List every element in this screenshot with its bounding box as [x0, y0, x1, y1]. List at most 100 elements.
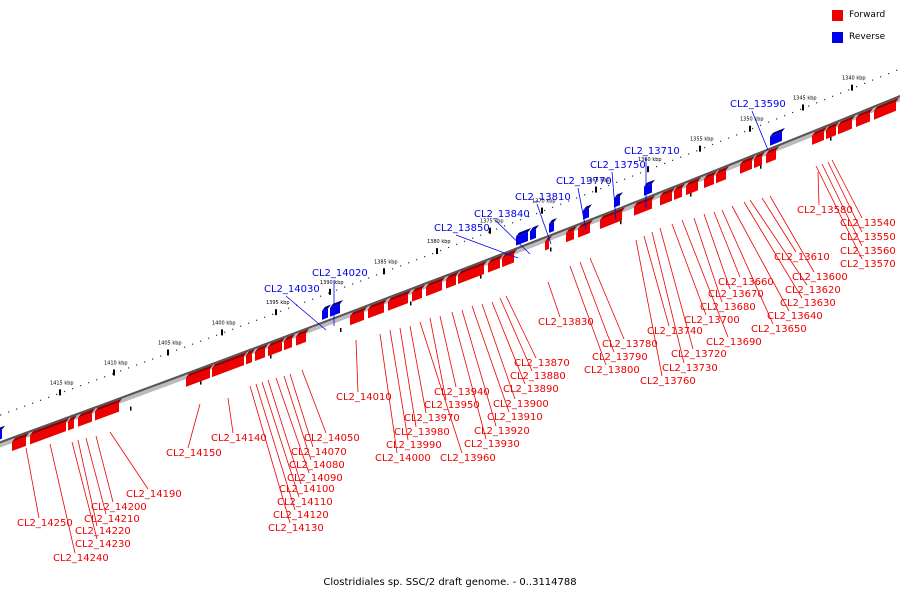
forward-gene-label[interactable]: CL2_13960 [440, 453, 496, 464]
forward-gene-label[interactable]: CL2_13720 [671, 349, 727, 360]
forward-gene-block[interactable] [856, 112, 870, 128]
forward-gene-label[interactable]: CL2_13910 [487, 412, 543, 423]
reverse-gene-block[interactable] [330, 304, 340, 317]
forward-gene-label[interactable]: CL2_14120 [273, 510, 329, 521]
forward-gene-label[interactable]: CL2_13920 [474, 426, 530, 437]
forward-gene-label[interactable]: CL2_14100 [279, 484, 335, 495]
forward-gene-block[interactable] [412, 288, 422, 302]
forward-gene-block[interactable] [634, 199, 652, 216]
forward-gene-label[interactable]: CL2_14220 [75, 526, 131, 537]
forward-gene-block[interactable] [284, 338, 292, 351]
forward-gene-label[interactable]: CL2_13620 [785, 285, 841, 296]
forward-gene-block[interactable] [704, 175, 714, 189]
forward-gene-label[interactable]: CL2_13600 [792, 272, 848, 283]
reverse-gene-label[interactable]: CL2_14020 [312, 268, 368, 279]
forward-gene-label[interactable]: CL2_13630 [780, 298, 836, 309]
forward-gene-block[interactable] [246, 353, 252, 365]
reverse-gene-block[interactable] [770, 131, 782, 146]
forward-gene-label[interactable]: CL2_13880 [510, 371, 566, 382]
forward-gene-label[interactable]: CL2_13930 [464, 439, 520, 450]
forward-gene-block[interactable] [874, 101, 896, 120]
reverse-gene-block[interactable] [322, 308, 328, 320]
forward-gene-block[interactable] [660, 191, 672, 206]
reverse-gene-block[interactable] [0, 429, 2, 442]
forward-gene-label[interactable]: CL2_13670 [708, 289, 764, 300]
forward-gene-block[interactable] [388, 294, 408, 311]
forward-gene-label[interactable]: CL2_13640 [767, 311, 823, 322]
forward-gene-block[interactable] [838, 119, 852, 135]
forward-gene-block[interactable] [716, 170, 726, 184]
forward-gene-block[interactable] [502, 253, 514, 268]
reverse-gene-block[interactable] [530, 228, 536, 241]
forward-gene-block[interactable] [686, 181, 698, 196]
forward-gene-label[interactable]: CL2_13660 [718, 277, 774, 288]
forward-gene-block[interactable] [545, 239, 549, 251]
forward-gene-block[interactable] [30, 422, 66, 445]
forward-gene-label[interactable]: CL2_13790 [592, 352, 648, 363]
forward-gene-label[interactable]: CL2_14130 [268, 523, 324, 534]
forward-gene-label[interactable]: CL2_14110 [277, 497, 333, 508]
forward-gene-block[interactable] [578, 223, 590, 238]
forward-gene-label[interactable]: CL2_13580 [797, 205, 853, 216]
forward-gene-block[interactable] [674, 187, 682, 200]
legend-item-reverse[interactable]: Reverse [832, 30, 892, 44]
forward-gene-block[interactable] [12, 436, 26, 451]
reverse-gene-block[interactable] [549, 221, 554, 233]
reverse-gene-label[interactable]: CL2_13850 [434, 223, 490, 234]
forward-gene-label[interactable]: CL2_14230 [75, 539, 131, 550]
forward-gene-label[interactable]: CL2_14240 [53, 553, 109, 564]
reverse-gene-block[interactable] [614, 196, 620, 208]
reverse-gene-label[interactable]: CL2_13750 [590, 160, 646, 171]
forward-gene-block[interactable] [368, 303, 384, 319]
forward-gene-label[interactable]: CL2_13700 [684, 315, 740, 326]
forward-gene-label[interactable]: CL2_14150 [166, 448, 222, 459]
forward-gene-block[interactable] [186, 368, 210, 387]
forward-gene-label[interactable]: CL2_13890 [503, 384, 559, 395]
forward-gene-block[interactable] [446, 275, 456, 289]
forward-gene-block[interactable] [95, 402, 119, 421]
forward-gene-label[interactable]: CL2_14140 [211, 433, 267, 444]
forward-gene-label[interactable]: CL2_13690 [706, 337, 762, 348]
forward-gene-label[interactable]: CL2_14250 [17, 518, 73, 529]
forward-gene-block[interactable] [458, 265, 484, 285]
forward-gene-label[interactable]: CL2_13610 [774, 252, 830, 263]
forward-gene-block[interactable] [68, 419, 74, 431]
forward-gene-label[interactable]: CL2_13760 [640, 376, 696, 387]
reverse-gene-label[interactable]: CL2_14030 [264, 284, 320, 295]
forward-gene-label[interactable]: CL2_14090 [287, 473, 343, 484]
forward-gene-block[interactable] [212, 356, 244, 378]
forward-gene-block[interactable] [268, 341, 282, 357]
forward-gene-label[interactable]: CL2_14190 [126, 489, 182, 500]
forward-gene-label[interactable]: CL2_13870 [514, 358, 570, 369]
forward-gene-label[interactable]: CL2_13940 [434, 387, 490, 398]
forward-gene-label[interactable]: CL2_14010 [336, 392, 392, 403]
forward-gene-label[interactable]: CL2_13990 [386, 440, 442, 451]
forward-gene-label[interactable]: CL2_13980 [394, 427, 450, 438]
forward-gene-block[interactable] [766, 150, 776, 164]
forward-gene-label[interactable]: CL2_13970 [404, 413, 460, 424]
forward-gene-label[interactable]: CL2_14200 [91, 502, 147, 513]
forward-gene-label[interactable]: CL2_13560 [840, 246, 896, 257]
reverse-gene-label[interactable]: CL2_13590 [730, 99, 786, 110]
forward-gene-label[interactable]: CL2_13780 [602, 339, 658, 350]
forward-gene-block[interactable] [754, 155, 762, 169]
forward-gene-block[interactable] [488, 258, 500, 273]
reverse-gene-label[interactable]: CL2_13840 [474, 209, 530, 220]
forward-gene-label[interactable]: CL2_14070 [291, 447, 347, 458]
forward-gene-label[interactable]: CL2_14050 [304, 433, 360, 444]
forward-gene-label[interactable]: CL2_14210 [84, 514, 140, 525]
forward-gene-block[interactable] [78, 412, 92, 427]
reverse-gene-block[interactable] [516, 232, 528, 246]
forward-gene-block[interactable] [740, 159, 752, 174]
forward-gene-label[interactable]: CL2_13900 [493, 399, 549, 410]
forward-gene-block[interactable] [255, 348, 265, 362]
reverse-gene-label[interactable]: CL2_13770 [556, 176, 612, 187]
forward-gene-block[interactable] [296, 332, 306, 346]
forward-gene-label[interactable]: CL2_14000 [375, 453, 431, 464]
forward-gene-label[interactable]: CL2_13680 [700, 302, 756, 313]
forward-gene-block[interactable] [426, 281, 442, 297]
forward-gene-label[interactable]: CL2_13650 [751, 324, 807, 335]
forward-gene-label[interactable]: CL2_13570 [840, 259, 896, 270]
forward-gene-block[interactable] [826, 126, 836, 140]
forward-gene-label[interactable]: CL2_13740 [647, 326, 703, 337]
